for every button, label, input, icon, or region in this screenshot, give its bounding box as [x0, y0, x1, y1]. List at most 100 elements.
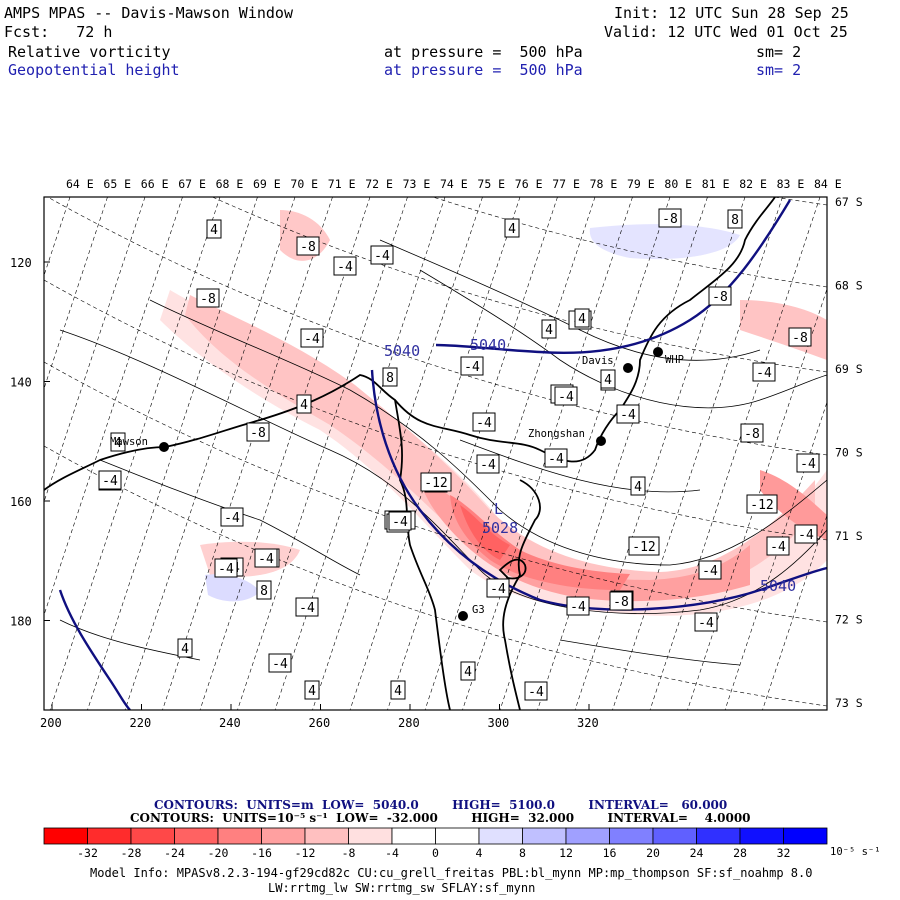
svg-text:4: 4 [545, 323, 553, 338]
colorbar-tick: 8 [519, 846, 526, 860]
colorbar-tick: 0 [432, 846, 439, 860]
y-tick-label: 180 [10, 615, 32, 629]
valid-time: Valid: 12 UTC Wed 01 Oct 25 [604, 23, 848, 41]
svg-text:-8: -8 [662, 212, 678, 227]
longitude-label: 65 E [103, 177, 131, 191]
colorbar-swatch [565, 827, 610, 845]
meridian-line [44, 197, 71, 277]
colorbar-tick: 4 [476, 846, 483, 860]
contour-label: -4 [796, 453, 820, 473]
longitude-label: 69 E [253, 177, 281, 191]
meridian-line [462, 197, 633, 710]
plot-frame [43, 196, 828, 711]
contour-label: -4 [794, 524, 818, 544]
latitude-label: 69 S [835, 362, 863, 376]
contour-label: -4 [554, 386, 578, 406]
x-axis-ticks: 200 220 240 260 280 300 320 [40, 704, 599, 730]
colorbar-swatch [739, 827, 784, 845]
contour-label: -4 [295, 597, 319, 617]
colorbar-tick: 20 [646, 846, 660, 860]
colorbar-swatch [696, 827, 741, 845]
height-label: 5040 [470, 336, 506, 354]
longitude-label: 73 E [403, 177, 431, 191]
field1-smoothing: sm= 2 [756, 43, 802, 61]
meridian-line [349, 197, 521, 710]
svg-text:-4: -4 [272, 657, 288, 672]
x-tick-label: 220 [130, 716, 152, 730]
colorbar: -32 -28 -24 -20 -16 -12 -8 -4 0 4 8 12 16 20 24 28 32 10⁻… [43, 827, 881, 860]
svg-text:-4: -4 [570, 600, 586, 615]
field1-name: Relative vorticity [8, 43, 171, 61]
height-label: 5040 [760, 577, 796, 595]
latitude-label: 68 S [835, 279, 863, 293]
latitude-label: 72 S [835, 613, 863, 627]
svg-text:-4: -4 [698, 616, 714, 631]
meridian-line [49, 197, 221, 710]
station-dot [653, 347, 663, 357]
longitude-label: 80 E [664, 177, 692, 191]
svg-text:8: 8 [260, 584, 268, 599]
svg-text:-4: -4 [528, 685, 544, 700]
contour-label: -8 [788, 327, 812, 347]
station-label: Mawson [110, 436, 148, 448]
svg-text:4: 4 [300, 398, 308, 413]
svg-text:-8: -8 [300, 240, 316, 255]
height-contours [58, 199, 827, 710]
parallel-line [211, 197, 827, 373]
colorbar-tick: -12 [295, 846, 316, 860]
colorbar-swatch [435, 827, 480, 845]
model-info: Model Info: MPASv8.2.3-194-gf29cd82c CU:… [90, 866, 813, 880]
svg-text:-4: -4 [304, 332, 320, 347]
latitude-label: 71 S [835, 529, 863, 543]
contour-label: -4 [460, 356, 484, 376]
graticule [44, 197, 827, 710]
svg-text:-4: -4 [476, 416, 492, 431]
svg-text:-4: -4 [337, 260, 353, 275]
colorbar-swatch [217, 827, 262, 845]
longitude-label: 81 E [702, 177, 730, 191]
contour-label: 4 [390, 680, 406, 700]
contour-label: -12 [628, 536, 660, 556]
contour-label: -12 [746, 494, 778, 514]
meridian-line [124, 197, 296, 710]
latitude-label: 73 S [835, 696, 863, 710]
colorbar-swatch [652, 827, 697, 845]
colorbar-swatch [478, 827, 523, 845]
station-dot [596, 436, 606, 446]
contour-label: -4 [220, 507, 244, 527]
longitude-label: 75 E [477, 177, 505, 191]
contour-label: 4 [206, 219, 222, 239]
svg-text:-4: -4 [392, 515, 408, 530]
colorbar-tick: -8 [342, 846, 356, 860]
longitude-label: 74 E [440, 177, 468, 191]
svg-text:-8: -8 [744, 427, 760, 442]
contour-label: -8 [246, 422, 270, 442]
svg-text:8: 8 [386, 371, 394, 386]
parallel-line [772, 197, 827, 206]
meridian-line [162, 197, 333, 710]
station-dot [159, 442, 169, 452]
parallel-line [46, 197, 827, 456]
longitude-label: 77 E [552, 177, 580, 191]
contour-label: 8 [256, 580, 272, 600]
contour-label: -8 [609, 591, 633, 611]
field1-level: at pressure = 500 hPa [384, 43, 583, 61]
latitude-label: 70 S [835, 446, 863, 460]
y-axis-ticks: 120 140 160 180 [10, 256, 50, 629]
colorbar-tick: 24 [690, 846, 704, 860]
colorbar-unit: 10⁻⁵ s⁻¹ [830, 846, 881, 858]
latitude-labels: 67 S 68 S 69 S 70 S 71 S 72 S 73 S [835, 195, 863, 710]
contour-label: -4 [544, 448, 568, 468]
svg-text:-4: -4 [258, 552, 274, 567]
svg-text:-4: -4 [224, 511, 240, 526]
height-contour-info: CONTOURS: UNITS=m LOW= 5040.0 HIGH= 5100… [154, 798, 728, 812]
height-label: 5040 [384, 342, 420, 360]
field2-name: Geopotential height [8, 61, 180, 79]
y-tick-label: 140 [10, 376, 32, 390]
station-label: WHP [665, 354, 684, 366]
colorbar-swatch [43, 827, 88, 845]
contour-labels: 4 -8 -4 -4 4 8 -8 -4 8 4 -8 -4 -4 4 -4 -4 4 -8 4 -4 -4 -8 -4 -4… [98, 208, 820, 701]
longitude-label: 78 E [590, 177, 618, 191]
colorbar-swatch [130, 827, 175, 845]
svg-text:-4: -4 [798, 528, 814, 543]
